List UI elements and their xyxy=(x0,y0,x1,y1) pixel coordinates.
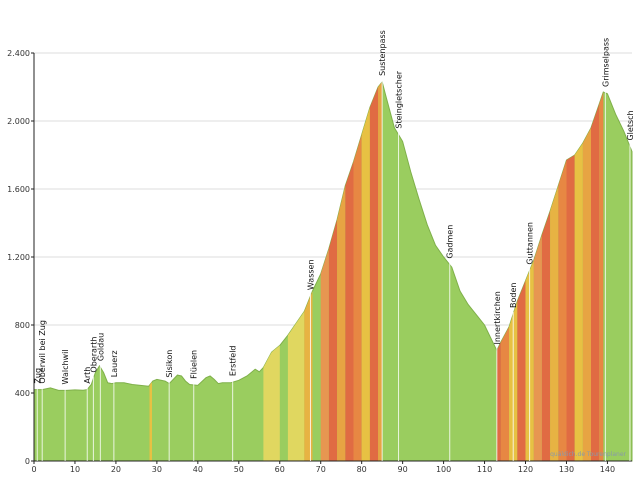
place-label: Arth xyxy=(83,367,92,384)
place-label: Boden xyxy=(509,282,518,307)
x-tick-label: 90 xyxy=(398,465,408,474)
gradient-segment xyxy=(517,280,526,461)
place-label: Oberwil bei Zug xyxy=(38,320,47,384)
place-label: Sisikon xyxy=(165,350,174,378)
gradient-segment xyxy=(320,248,329,461)
place-label: Gadmen xyxy=(446,225,455,259)
gradient-segment xyxy=(378,81,383,462)
gradient-segment xyxy=(149,382,152,461)
place-label: Lauerz xyxy=(110,350,119,377)
place-label: Wassen xyxy=(306,259,315,290)
gradient-segment xyxy=(541,211,551,461)
x-tick-label: 50 xyxy=(234,465,244,474)
x-tick-label: 0 xyxy=(31,465,36,474)
x-tick-label: 40 xyxy=(193,465,203,474)
place-label: Walchwil xyxy=(61,349,70,384)
y-tick-label: 2.000 xyxy=(7,117,30,126)
gradient-segment xyxy=(328,219,338,461)
gradient-segment xyxy=(287,311,305,461)
gradient-segment xyxy=(591,104,600,461)
gradient-segment xyxy=(345,161,354,462)
x-tick-label: 30 xyxy=(152,465,162,474)
place-label: Innertkirchen xyxy=(493,291,502,344)
place-label: Gletsch xyxy=(626,110,635,140)
y-tick-label: 0 xyxy=(25,457,30,466)
gradient-segment xyxy=(369,87,379,461)
x-tick-label: 10 xyxy=(70,465,80,474)
gradient-segment xyxy=(353,134,362,461)
place-label: Grimselpass xyxy=(601,38,610,87)
place-label: Goldau xyxy=(96,333,105,361)
gradient-segment xyxy=(263,345,280,461)
elevation-area xyxy=(33,80,633,462)
place-label: Zug xyxy=(33,368,42,384)
y-tick-label: 2.400 xyxy=(7,49,30,58)
gradient-segment xyxy=(582,127,591,462)
gradient-segment xyxy=(599,92,604,461)
gradient-segment xyxy=(496,342,501,461)
x-tick-label: 130 xyxy=(559,465,574,474)
place-label: Erstfeld xyxy=(229,345,238,376)
x-tick-label: 110 xyxy=(477,465,492,474)
place-label: Oberarth xyxy=(89,337,98,373)
gradient-segment xyxy=(566,155,575,461)
gradient-segment xyxy=(550,185,559,461)
y-tick-label: 400 xyxy=(15,389,30,398)
y-tick-label: 1.600 xyxy=(7,185,30,194)
y-tick-label: 800 xyxy=(15,321,30,330)
credit-text: quäldich.de Tourenplaner xyxy=(550,451,626,458)
x-tick-label: 70 xyxy=(316,465,326,474)
x-tick-label: 120 xyxy=(518,465,533,474)
place-label: Sustenpass xyxy=(378,30,387,76)
x-tick-label: 100 xyxy=(436,465,451,474)
gradient-segment xyxy=(361,107,370,462)
gradient-segment xyxy=(304,291,313,461)
y-tick-label: 1.200 xyxy=(7,253,30,262)
gradient-segment xyxy=(533,234,542,461)
place-label: Flüelen xyxy=(190,350,199,379)
gradient-segment xyxy=(337,185,346,461)
gradient-segment xyxy=(558,160,567,461)
x-tick-label: 60 xyxy=(275,465,285,474)
place-label: Steingletscher xyxy=(395,70,404,128)
gradient-segment xyxy=(574,143,583,461)
gradient-segment xyxy=(500,326,510,461)
x-tick-label: 80 xyxy=(357,465,367,474)
x-tick-label: 20 xyxy=(111,465,121,474)
tick-labels: 0 10 20 30 40 50 60 70 80 90 100 110 120 130 140 0 400 80… xyxy=(7,49,615,474)
place-label: Guttannen xyxy=(526,222,535,265)
x-tick-label: 140 xyxy=(600,465,615,474)
